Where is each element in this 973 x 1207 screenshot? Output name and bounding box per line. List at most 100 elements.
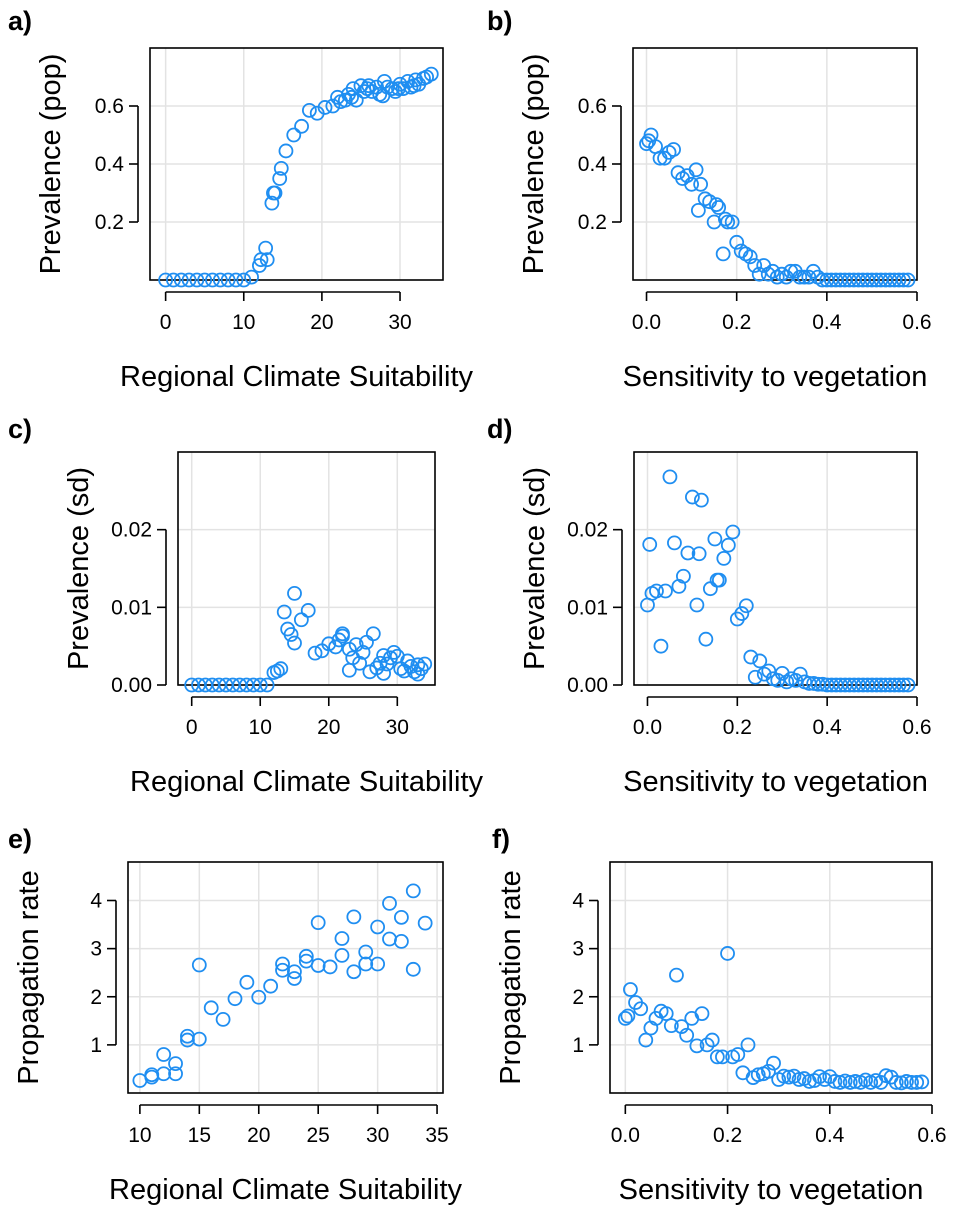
data-point (322, 959, 338, 975)
data-point (273, 661, 289, 677)
y-tick-label: 3 (90, 938, 102, 961)
x-tick-label: 0.6 (902, 716, 931, 739)
data-point (410, 657, 426, 673)
data-point (215, 1011, 231, 1027)
data-point (376, 665, 392, 681)
data-point (307, 645, 323, 661)
data-point (747, 669, 763, 685)
data-point (269, 663, 285, 679)
x-axis-title: Regional Climate Suitability (130, 766, 483, 798)
panel-1: 0 10 20 30 0.2 0.4 0.6 Regional Climate Suitabi… (8, 6, 473, 393)
data-point (750, 1067, 766, 1083)
data-point (298, 948, 314, 964)
data-point (693, 176, 709, 192)
data-point (417, 915, 433, 931)
data-point (914, 1074, 930, 1090)
data-point (698, 631, 714, 647)
y-tick-label: 0.00 (567, 674, 608, 697)
data-point (272, 171, 288, 186)
data-point (658, 1006, 674, 1021)
data-point (752, 653, 768, 669)
panel-5: 10 15 20 25 30 35 1 2 3 4 Regional Climate Suitabi… (8, 824, 462, 1206)
x-tick-label: 30 (388, 311, 411, 334)
panel-label: c) (8, 414, 32, 444)
data-point (653, 638, 669, 654)
data-point (352, 655, 368, 671)
data-point (205, 272, 220, 288)
x-tick-label: 30 (366, 1124, 389, 1147)
data-point (197, 272, 213, 288)
data-point (738, 598, 754, 614)
x-tick-label: 15 (188, 1124, 211, 1147)
data-point (900, 272, 916, 288)
data-point (251, 989, 267, 1005)
panel-label: f) (492, 824, 510, 854)
data-point (408, 72, 424, 88)
plot-frame (149, 47, 444, 281)
data-point (662, 469, 678, 485)
data-point (346, 964, 362, 980)
data-point (423, 66, 439, 82)
data-point (896, 677, 911, 693)
data-point (191, 1031, 207, 1047)
data-point (633, 1001, 649, 1017)
data-point (743, 649, 759, 665)
data-point (725, 524, 741, 540)
data-point (623, 982, 638, 997)
data-point (144, 1067, 160, 1083)
data-point (395, 81, 411, 96)
data-point (321, 636, 337, 652)
data-point (273, 160, 289, 176)
data-point (287, 585, 302, 601)
plot-frame (633, 451, 918, 686)
data-point (688, 162, 704, 178)
data-point (791, 1072, 807, 1087)
data-point (730, 1047, 746, 1062)
data-point (693, 492, 709, 508)
data-point (734, 606, 750, 621)
data-point (649, 583, 664, 599)
y-tick-label: 2 (90, 986, 102, 1009)
data-point (358, 956, 374, 972)
data-point (365, 626, 381, 642)
data-point (293, 612, 309, 628)
data-point (642, 537, 658, 552)
data-point (909, 1075, 925, 1090)
data-point (370, 956, 386, 972)
data-point (286, 127, 302, 143)
data-point (384, 81, 400, 96)
data-point (684, 176, 700, 192)
y-tick-label: 0.6 (95, 95, 124, 118)
data-point (781, 1069, 797, 1085)
data-point (417, 656, 433, 672)
y-axis-title: Prevalence (sd) (63, 467, 95, 670)
y-tick-label: 0.00 (111, 674, 152, 697)
data-point (294, 118, 309, 134)
y-axis-title: Prevalence (pop) (35, 54, 67, 275)
x-tick-label: 20 (317, 716, 340, 739)
data-point (718, 211, 733, 227)
data-point (203, 1000, 219, 1016)
data-point (386, 644, 402, 660)
data-point (189, 272, 205, 288)
data-point (617, 1011, 633, 1026)
x-tick-label: 0.6 (902, 311, 931, 334)
panel-2: 0.0 0.2 0.4 0.6 0.2 0.4 0.6 Sensitivity to vege… (487, 6, 932, 393)
y-tick-label: 0.02 (111, 519, 152, 542)
data-point (393, 934, 409, 949)
panel-label: e) (8, 824, 32, 854)
data-point (259, 677, 275, 693)
x-axis-title: Sensitivity to vegetation (619, 1174, 924, 1206)
data-point (382, 931, 397, 947)
data-point (715, 246, 731, 262)
data-point (720, 946, 735, 961)
x-tick-label: 10 (128, 1124, 151, 1147)
x-axis-title: Sensitivity to vegetation (623, 766, 928, 798)
data-point (689, 1038, 705, 1054)
x-tick-label: 35 (425, 1124, 448, 1147)
x-axis-title: Regional Climate Suitability (109, 1174, 462, 1206)
y-axis-title: Prevalence (sd) (519, 467, 551, 670)
data-point (740, 1037, 756, 1053)
data-point (792, 666, 808, 682)
